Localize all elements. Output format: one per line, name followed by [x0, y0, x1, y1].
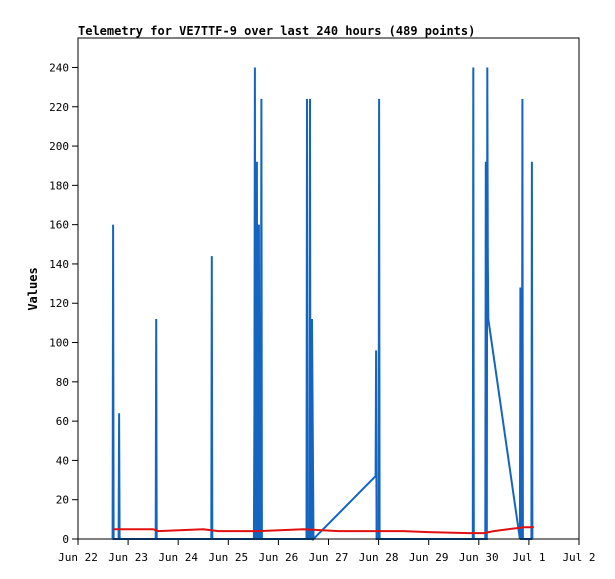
chart-title: Telemetry for VE7TTF-9 over last 240 hou… [78, 24, 475, 38]
x-tick-label: Jun 28 [359, 551, 399, 564]
x-tick-label: Jun 25 [208, 551, 248, 564]
y-tick-label: 160 [49, 219, 69, 232]
y-tick-label: 200 [49, 140, 69, 153]
x-tick-label: Jun 22 [58, 551, 98, 564]
y-axis-label: Values [26, 267, 40, 310]
y-tick-label: 0 [62, 533, 69, 546]
x-tick-label: Jul 1 [512, 551, 545, 564]
x-tick-label: Jul 2 [562, 551, 595, 564]
x-tick-label: Jun 27 [309, 551, 349, 564]
series-line-2 [113, 526, 534, 535]
y-tick-label: 140 [49, 258, 69, 271]
y-tick-label: 60 [56, 415, 69, 428]
y-tick-label: 240 [49, 61, 69, 74]
x-tick-label: Jun 23 [108, 551, 148, 564]
x-tick-label: Jun 30 [459, 551, 499, 564]
series-line-1 [111, 67, 534, 542]
y-tick-label: 100 [49, 337, 69, 350]
y-tick-label: 180 [49, 179, 69, 192]
y-tick-label: 120 [49, 297, 69, 310]
x-tick-label: Jun 26 [259, 551, 299, 564]
y-tick-label: 220 [49, 101, 69, 114]
x-tick-label: Jun 29 [409, 551, 449, 564]
x-tick-label: Jun 24 [158, 551, 198, 564]
plot-frame [77, 37, 580, 540]
y-tick-label: 40 [56, 454, 69, 467]
y-tick-label: 80 [56, 376, 69, 389]
y-tick-label: 20 [56, 494, 69, 507]
